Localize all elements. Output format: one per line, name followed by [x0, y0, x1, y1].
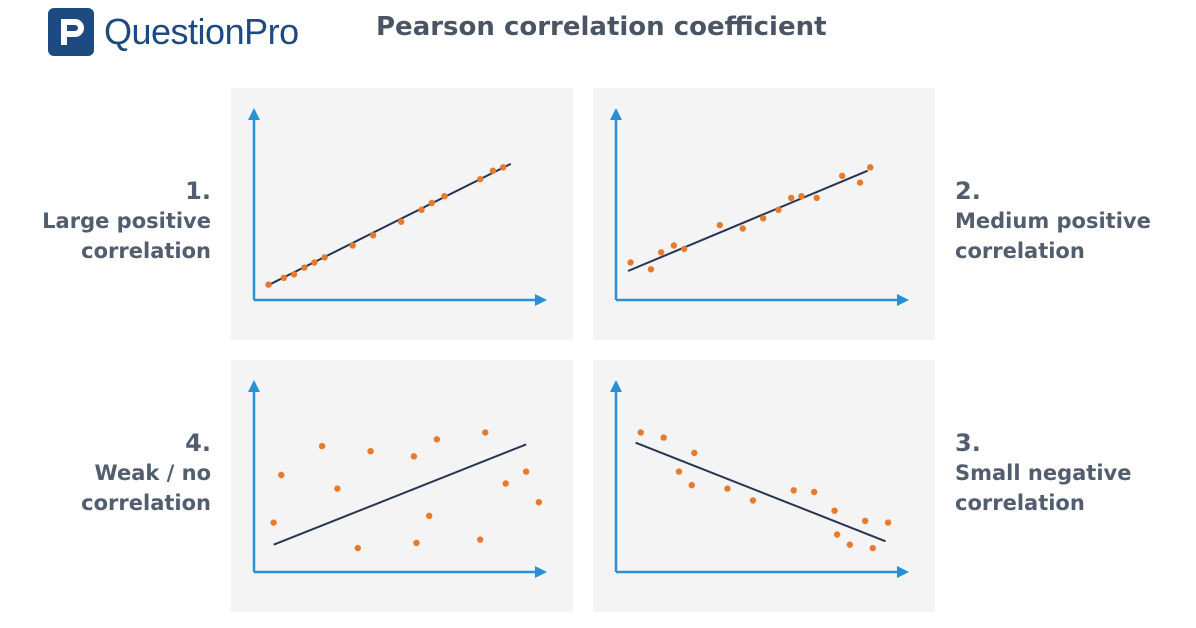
data-point — [647, 266, 655, 273]
data-point — [716, 221, 723, 229]
data-point — [418, 206, 425, 213]
data-point — [318, 442, 326, 450]
data-point — [535, 499, 543, 506]
data-point — [839, 172, 846, 179]
chart-2-label-line1: Medium positive — [955, 209, 1151, 233]
data-point — [759, 215, 767, 222]
data-point — [265, 281, 272, 288]
chart-1-label: 1. Large positive correlation — [30, 176, 211, 266]
chart-4-label-line2: correlation — [81, 491, 211, 515]
trend-line — [273, 443, 527, 546]
data-point — [522, 468, 530, 475]
logo: QuestionPro — [48, 8, 299, 56]
page-title: Pearson correlation coefficient — [376, 12, 827, 42]
chart-1-label-line1: Large positive — [42, 209, 211, 233]
data-point — [489, 167, 497, 174]
chart-2-number: 2. — [955, 177, 981, 205]
data-point — [856, 179, 864, 186]
chart-4-label-line1: Weak / no — [94, 461, 211, 485]
data-point — [867, 164, 874, 171]
data-point — [413, 539, 420, 547]
data-point — [637, 429, 644, 436]
x-axis-arrow-icon — [897, 566, 909, 578]
chart-3-label: 3. Small negative correlation — [955, 428, 1175, 518]
data-point — [869, 544, 876, 552]
data-point — [278, 471, 285, 479]
data-point — [657, 249, 665, 256]
data-point — [477, 536, 484, 543]
logo-mark-icon — [48, 8, 94, 56]
data-point — [410, 453, 418, 460]
trend-line — [635, 441, 886, 543]
data-point — [270, 519, 277, 526]
data-point — [861, 517, 869, 525]
x-axis-arrow-icon — [535, 566, 547, 578]
chart-4 — [248, 380, 547, 578]
data-point — [798, 193, 805, 200]
y-axis-arrow-icon — [248, 108, 260, 120]
data-point — [810, 488, 818, 496]
data-point — [724, 485, 731, 492]
chart-panel-4 — [231, 360, 573, 612]
data-point — [482, 429, 489, 436]
data-point — [688, 482, 695, 489]
data-point — [428, 199, 435, 207]
y-axis-arrow-icon — [248, 380, 260, 392]
chart-2-label-line2: correlation — [955, 239, 1085, 263]
chart-3-label-line1: Small negative — [955, 461, 1132, 485]
chart-4-label: 4. Weak / no correlation — [30, 428, 211, 518]
chart-3-number: 3. — [955, 429, 981, 457]
data-point — [749, 497, 757, 504]
data-point — [369, 232, 377, 239]
x-axis-arrow-icon — [535, 294, 547, 306]
data-point — [675, 468, 683, 475]
trend-line — [627, 169, 869, 272]
data-point — [775, 206, 782, 213]
data-point — [739, 225, 746, 232]
chart-1-label-line2: correlation — [81, 239, 211, 263]
data-point — [660, 434, 667, 441]
data-point — [884, 519, 892, 526]
data-point — [321, 254, 328, 261]
data-point — [833, 531, 841, 538]
data-point — [691, 449, 698, 457]
data-point — [627, 259, 634, 266]
data-point — [426, 512, 433, 519]
chart-panel-2 — [593, 88, 935, 340]
data-point — [397, 218, 405, 225]
data-point — [831, 507, 838, 514]
data-point — [680, 245, 688, 253]
data-point — [349, 242, 356, 249]
data-point — [477, 176, 484, 183]
data-point — [790, 487, 797, 494]
data-point — [788, 194, 795, 202]
data-point — [334, 485, 341, 492]
data-point — [846, 541, 854, 548]
chart-panel-3 — [593, 360, 935, 612]
chart-2-label: 2. Medium positive correlation — [955, 176, 1175, 266]
chart-2 — [610, 108, 909, 306]
data-point — [433, 436, 441, 443]
y-axis-arrow-icon — [610, 108, 622, 120]
x-axis-arrow-icon — [897, 294, 909, 306]
data-point — [311, 259, 318, 266]
data-point — [280, 274, 288, 281]
logo-text: QuestionPro — [104, 11, 299, 52]
y-axis-arrow-icon — [610, 380, 622, 392]
data-point — [367, 448, 374, 455]
data-point — [290, 271, 298, 278]
data-point — [354, 544, 361, 552]
data-point — [813, 194, 820, 202]
chart-3 — [610, 380, 909, 578]
data-point — [301, 264, 308, 271]
chart-1-number: 1. — [185, 177, 211, 205]
data-point — [499, 164, 507, 171]
data-point — [502, 480, 509, 487]
chart-4-number: 4. — [185, 429, 211, 457]
data-point — [670, 242, 678, 249]
chart-1 — [248, 108, 547, 306]
chart-3-label-line2: correlation — [955, 491, 1085, 515]
data-point — [441, 193, 448, 200]
chart-panel-1 — [231, 88, 573, 340]
